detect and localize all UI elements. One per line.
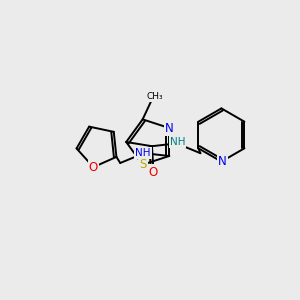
Text: NH: NH [170,137,185,147]
Text: N: N [218,155,227,168]
Text: N: N [165,122,174,134]
Text: S: S [139,158,146,171]
Text: CH₃: CH₃ [146,92,163,101]
Text: O: O [89,160,98,174]
Text: NH: NH [135,148,151,158]
Text: O: O [149,166,158,179]
